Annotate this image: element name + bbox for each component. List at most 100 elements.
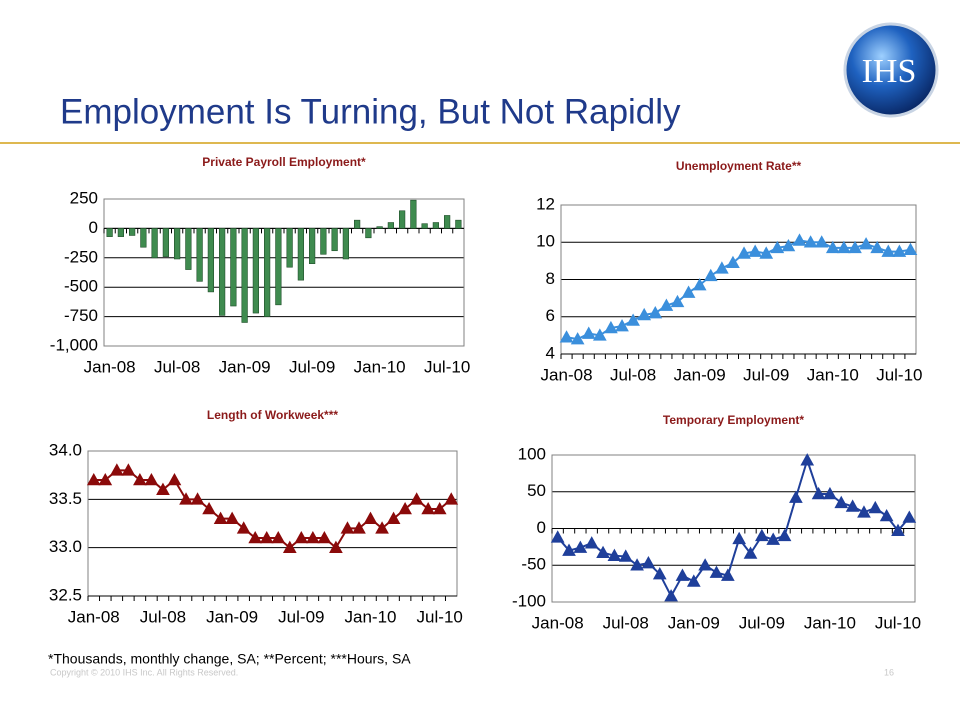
- x-tick-label: Jul-09: [289, 357, 335, 376]
- y-tick-label: -250: [64, 247, 98, 266]
- marker: [581, 326, 596, 339]
- marker: [766, 532, 781, 545]
- marker: [748, 244, 762, 257]
- x-tick-label: Jul-10: [875, 613, 921, 632]
- marker: [550, 530, 565, 543]
- marker: [86, 472, 101, 486]
- marker: [823, 486, 837, 500]
- marker: [340, 521, 355, 534]
- marker: [202, 501, 216, 515]
- x-tick-label: Jul-08: [603, 613, 649, 632]
- marker: [803, 235, 818, 248]
- y-tick-label: 250: [70, 188, 98, 207]
- x-tick-label: Jan-10: [807, 365, 859, 384]
- x-tick-label: Jan-08: [84, 357, 136, 376]
- bar: [309, 228, 316, 264]
- logo-orb: [843, 22, 939, 118]
- marker: [375, 521, 389, 534]
- marker: [133, 472, 147, 486]
- bar: [410, 199, 417, 229]
- marker: [615, 319, 629, 332]
- marker: [845, 499, 860, 512]
- x-tick-label: Jul-09: [743, 365, 789, 384]
- bar: [219, 228, 226, 316]
- bar: [117, 228, 124, 237]
- bar: [207, 228, 214, 293]
- bar: [455, 219, 462, 229]
- marker: [329, 540, 343, 553]
- bar: [151, 228, 158, 259]
- marker: [584, 536, 599, 549]
- marker: [409, 492, 424, 505]
- marker: [686, 574, 701, 587]
- x-tick-label: Jan-08: [532, 613, 584, 632]
- x-tick-label: Jul-08: [610, 365, 656, 384]
- y-tick-label: -1,000: [50, 335, 98, 354]
- y-tick-label: 33.5: [49, 489, 82, 508]
- marker: [857, 505, 871, 518]
- marker: [167, 472, 182, 486]
- bar: [387, 222, 394, 229]
- marker: [109, 463, 124, 476]
- marker: [737, 246, 751, 259]
- marker: [800, 453, 815, 466]
- y-tick-label: 50: [527, 481, 546, 500]
- marker: [271, 530, 286, 544]
- marker: [732, 531, 747, 545]
- x-tick-label: Jul-10: [424, 357, 470, 376]
- marker: [144, 472, 159, 486]
- marker: [675, 568, 690, 581]
- bar: [365, 228, 372, 239]
- marker: [213, 511, 228, 524]
- bar: [230, 228, 237, 307]
- x-tick-label: Jul-08: [140, 607, 186, 626]
- marker: [607, 548, 622, 561]
- marker: [432, 501, 447, 515]
- marker: [363, 511, 378, 524]
- marker: [604, 320, 618, 334]
- marker: [618, 549, 633, 562]
- bar: [129, 228, 136, 236]
- marker: [664, 589, 678, 602]
- bar: [320, 228, 327, 255]
- marker: [179, 492, 193, 505]
- marker: [652, 567, 667, 580]
- y-tick-label: 0: [89, 218, 98, 237]
- marker: [626, 313, 640, 326]
- marker: [870, 240, 885, 254]
- marker: [248, 530, 263, 544]
- bar: [162, 228, 169, 257]
- marker: [892, 244, 907, 257]
- x-tick-label: Jan-10: [354, 357, 406, 376]
- chart-title: Unemployment Rate**: [676, 159, 802, 173]
- marker: [755, 528, 769, 542]
- marker: [352, 521, 366, 534]
- marker: [891, 523, 905, 537]
- x-tick-label: Jan-09: [219, 357, 271, 376]
- bar: [252, 228, 259, 314]
- marker: [868, 500, 883, 514]
- marker: [902, 510, 917, 523]
- x-tick-label: Jul-08: [154, 357, 200, 376]
- marker: [743, 546, 758, 559]
- marker: [825, 240, 840, 254]
- x-tick-label: Jul-09: [739, 613, 785, 632]
- bar: [264, 228, 271, 317]
- marker: [659, 298, 674, 311]
- logo-text: IHS: [862, 53, 917, 90]
- bar: [376, 226, 383, 229]
- marker: [703, 268, 718, 282]
- x-tick-label: Jan-08: [541, 365, 593, 384]
- marker: [834, 495, 849, 509]
- x-tick-label: Jan-10: [345, 607, 397, 626]
- marker: [777, 528, 792, 542]
- bar: [241, 228, 248, 323]
- bar: [342, 228, 349, 260]
- y-tick-label: 4: [546, 343, 555, 362]
- y-tick-label: 100: [518, 444, 546, 463]
- marker: [306, 530, 320, 544]
- y-tick-label: 0: [537, 518, 546, 537]
- y-tick-label: 33.0: [49, 537, 82, 556]
